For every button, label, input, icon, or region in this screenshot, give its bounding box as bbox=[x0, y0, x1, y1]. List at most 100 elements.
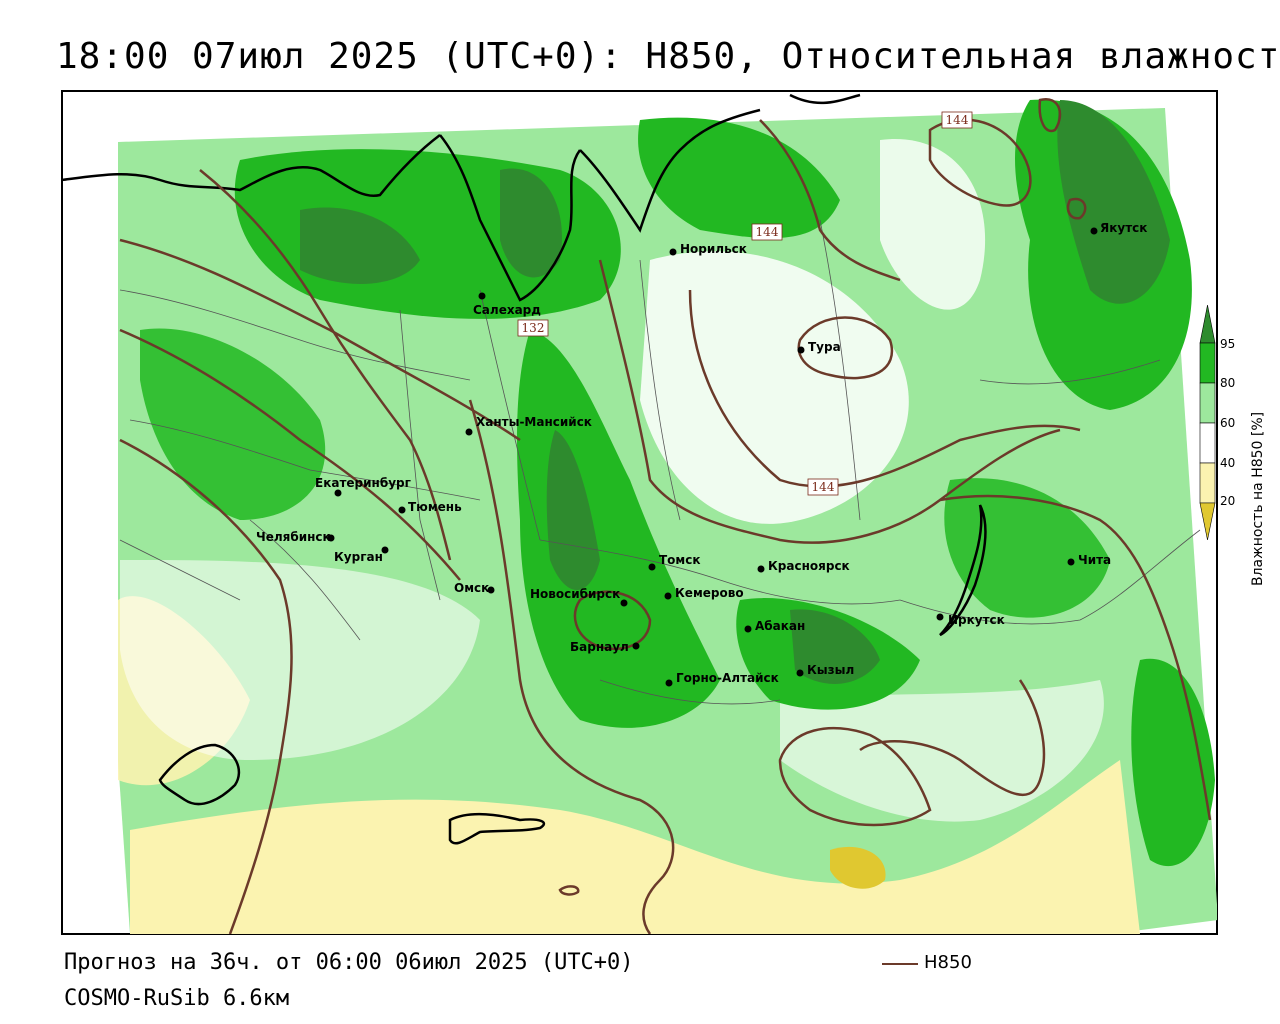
moist-zone-baikal bbox=[944, 478, 1110, 618]
forecast-info: Прогноз на 36ч. от 06:00 06июл 2025 (UTC… bbox=[64, 950, 634, 975]
svg-text:Горно-Алтайск: Горно-Алтайск bbox=[676, 671, 779, 685]
h850-contour bbox=[573, 590, 652, 650]
svg-text:Иркутск: Иркутск bbox=[948, 613, 1005, 627]
svg-text:Чита: Чита bbox=[1078, 553, 1111, 567]
city-chelyabinsk: Челябинск bbox=[256, 530, 335, 544]
city-tura: Тура bbox=[797, 340, 841, 354]
svg-text:Салехард: Салехард bbox=[473, 303, 541, 317]
city-omsk: Омск bbox=[454, 581, 495, 595]
saturated-core-sayan bbox=[790, 609, 880, 684]
h850-contour bbox=[797, 316, 894, 380]
contour-label: 144 bbox=[807, 478, 839, 496]
h850-contour bbox=[759, 119, 901, 282]
colorbar-swatch-80-95 bbox=[1199, 342, 1216, 384]
city-norilsk: Норильск bbox=[669, 242, 747, 256]
colorbar-swatch-60-80 bbox=[1199, 382, 1216, 424]
colorbar-tick: 20 bbox=[1220, 494, 1235, 508]
colorbar-bottom-arrow bbox=[1199, 502, 1216, 541]
moist-zone-urals bbox=[140, 328, 326, 520]
h850-contour bbox=[1066, 197, 1087, 220]
moist-zone-taimyr bbox=[638, 117, 840, 239]
saturated-core-ob bbox=[546, 430, 600, 590]
cities: Норильск Салехард Якутск Тура Ханты-Манс… bbox=[256, 221, 1147, 687]
coastlines bbox=[62, 93, 987, 845]
svg-text:144: 144 bbox=[756, 225, 779, 239]
h850-legend-line bbox=[882, 963, 918, 965]
svg-text:Кемерово: Кемерово bbox=[675, 586, 744, 600]
h850-contour bbox=[558, 885, 580, 896]
h850-contour bbox=[688, 289, 1081, 488]
city-krasnoyarsk: Красноярск bbox=[757, 559, 850, 573]
city-irkutsk: Иркутск bbox=[936, 613, 1005, 627]
h850-contour bbox=[928, 118, 1032, 207]
svg-text:Челябинск: Челябинск bbox=[256, 530, 331, 544]
city-tyumen: Тюмень bbox=[398, 500, 462, 514]
map-title: 18:00 07июл 2025 (UTC+0): H850, Относите… bbox=[56, 36, 1280, 77]
model-name: COSMO-RuSib 6.6км bbox=[64, 986, 290, 1011]
very-dry-spot bbox=[830, 846, 886, 889]
city-kemerovo: Кемерово bbox=[664, 586, 744, 600]
h850-contour bbox=[119, 438, 293, 934]
svg-text:Якутск: Якутск bbox=[1100, 221, 1147, 235]
humidity-field: 144 144 132 144 Норильск Сале bbox=[62, 93, 1217, 934]
svg-text:Абакан: Абакан bbox=[755, 619, 805, 633]
svg-text:Томск: Томск bbox=[659, 553, 701, 567]
svg-text:Курган: Курган bbox=[334, 550, 383, 564]
svg-text:Новосибирск: Новосибирск bbox=[530, 587, 620, 601]
svg-text:Тура: Тура bbox=[808, 340, 841, 354]
city-barnaul: Барнаул bbox=[570, 640, 640, 654]
h850-contours bbox=[119, 97, 1212, 934]
svg-text:144: 144 bbox=[812, 480, 835, 494]
moderate-zone-east bbox=[880, 139, 986, 310]
city-kurgan: Курган bbox=[334, 546, 389, 564]
h850-contour bbox=[1038, 97, 1062, 133]
svg-text:Барнаул: Барнаул bbox=[570, 640, 629, 654]
city-salekhard: Салехард bbox=[473, 292, 541, 317]
svg-text:132: 132 bbox=[522, 321, 545, 335]
contour-label: 144 bbox=[751, 223, 783, 241]
h850-contour bbox=[119, 238, 521, 442]
svg-text:Красноярск: Красноярск bbox=[768, 559, 850, 573]
colorbar-swatch-20-40 bbox=[1199, 462, 1216, 504]
city-gorno-altaysk: Горно-Алтайск bbox=[665, 671, 779, 687]
svg-text:Омск: Омск bbox=[454, 581, 489, 595]
dry-zone-south bbox=[130, 760, 1140, 934]
svg-text:Норильск: Норильск bbox=[680, 242, 747, 256]
city-khanty-mansiysk: Ханты-Мансийск bbox=[465, 415, 592, 436]
h850-contour bbox=[119, 328, 461, 581]
h850-contour bbox=[778, 726, 932, 827]
svg-text:144: 144 bbox=[946, 113, 969, 127]
moderate-zone-southwest bbox=[120, 560, 480, 760]
svg-text:Екатеринбург: Екатеринбург bbox=[315, 476, 411, 490]
colorbar-title: Влажность на H850 [%] bbox=[1250, 412, 1266, 586]
colorbar-tick: 60 bbox=[1220, 416, 1235, 430]
saturated-core-yamal bbox=[500, 168, 562, 278]
colorbar-swatch-40-60 bbox=[1199, 422, 1216, 464]
svg-text:Кызыл: Кызыл bbox=[807, 663, 854, 677]
h850-contour bbox=[598, 259, 1061, 544]
saturated-core-yakutia bbox=[1057, 100, 1170, 304]
city-abakan: Абакан bbox=[744, 619, 805, 633]
h850-contour bbox=[199, 169, 452, 561]
colorbar-tick: 40 bbox=[1220, 456, 1235, 470]
saturated-core-north bbox=[300, 207, 420, 284]
city-yekaterinburg: Екатеринбург bbox=[315, 476, 411, 497]
city-novosibirsk: Новосибирск bbox=[530, 587, 628, 607]
moist-zone-far-southeast bbox=[1131, 658, 1215, 867]
colorbar-tick: 80 bbox=[1220, 376, 1235, 390]
city-chita: Чита bbox=[1067, 553, 1111, 567]
svg-text:Тюмень: Тюмень bbox=[408, 500, 462, 514]
h850-contour bbox=[939, 494, 1212, 821]
h850-contour bbox=[859, 679, 1046, 797]
city-kyzyl: Кызыл bbox=[796, 663, 854, 677]
contour-labels: 144 144 132 144 bbox=[517, 111, 973, 496]
contour-label: 144 bbox=[941, 111, 973, 129]
moderate-zone-center bbox=[640, 251, 909, 524]
colorbar: 95 80 60 40 20 Влажность на H850 [%] bbox=[1199, 304, 1266, 586]
svg-text:Ханты-Мансийск: Ханты-Мансийск bbox=[476, 415, 592, 429]
h850-contour bbox=[468, 399, 675, 934]
colorbar-tick: 95 bbox=[1220, 337, 1235, 351]
city-yakutsk: Якутск bbox=[1090, 221, 1147, 235]
moist-zone-ob bbox=[517, 330, 720, 728]
